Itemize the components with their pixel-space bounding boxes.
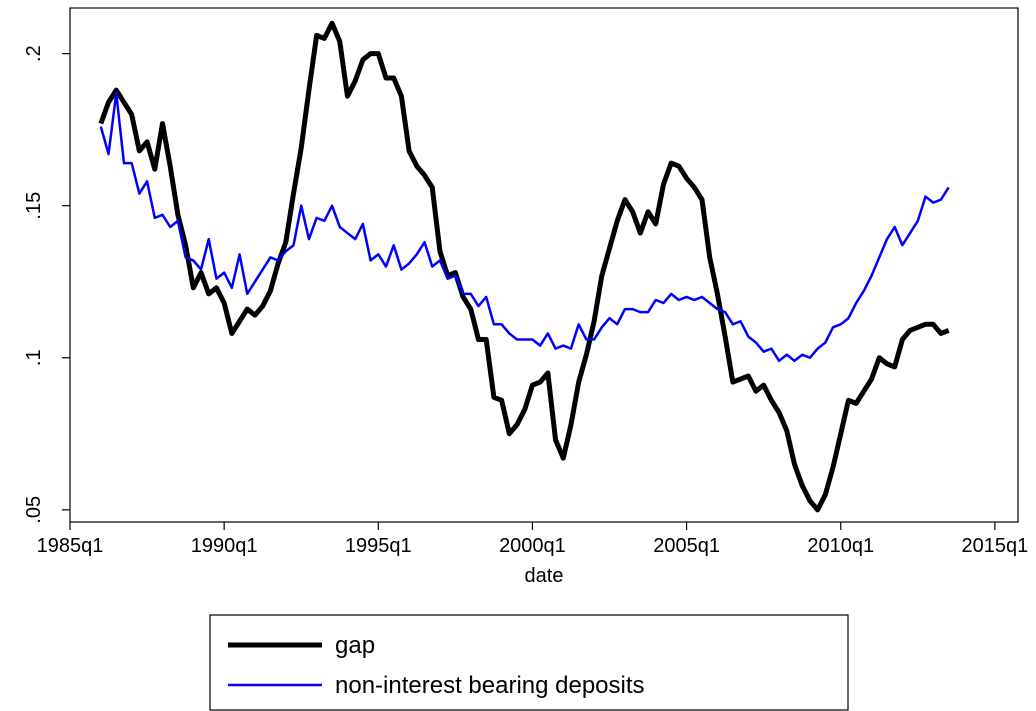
x-tick-label: 1995q1 [345, 535, 412, 557]
x-tick-label: 2010q1 [807, 535, 874, 557]
y-tick-label: .05 [23, 496, 45, 524]
y-tick-label: .1 [23, 349, 45, 366]
y-tick-label: .2 [23, 45, 45, 62]
series-line [98, 20, 950, 513]
x-tick-label: 2015q1 [962, 535, 1029, 557]
x-tick-label: 1985q1 [37, 535, 104, 557]
legend-label: gap [335, 632, 375, 659]
x-tick-label: 1990q1 [191, 535, 258, 557]
legend-label: non-interest bearing deposits [335, 672, 645, 699]
series-line [99, 91, 950, 363]
legend-box [209, 614, 849, 711]
x-tick-label: 2000q1 [499, 535, 566, 557]
x-tick-label: 2005q1 [653, 535, 720, 557]
y-tick-label: .15 [23, 192, 45, 220]
x-axis-label: date [525, 565, 564, 587]
plot-frame [69, 7, 1019, 523]
